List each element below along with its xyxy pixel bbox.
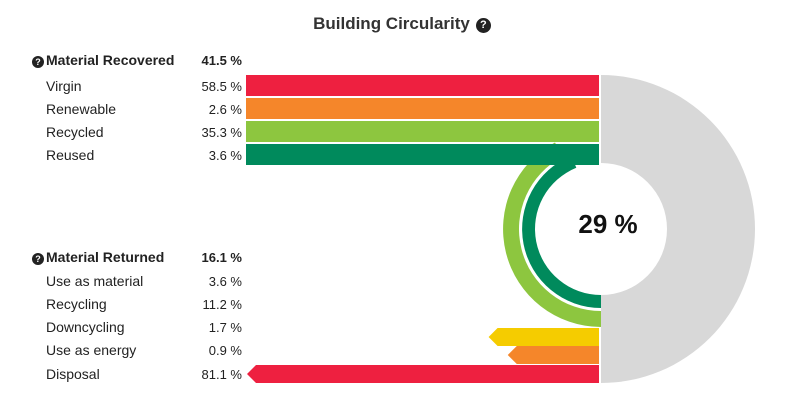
section-header-returned: ? Material Returned xyxy=(32,249,164,265)
bar-virgin xyxy=(246,75,599,96)
bar-renewable xyxy=(246,98,599,119)
chart-title-text: Building Circularity xyxy=(313,14,470,33)
row-value: 35.3 % xyxy=(201,125,242,140)
row-value: 0.9 % xyxy=(208,343,242,358)
bar-downcycling xyxy=(488,328,599,346)
section-title-recovered: Material Recovered xyxy=(46,52,175,68)
circularity-value: 29 % xyxy=(578,209,638,239)
bar-use-as-energy xyxy=(507,346,599,364)
row-value: 1.7 % xyxy=(208,320,242,335)
bar-recycled xyxy=(246,121,599,142)
recycled-arc xyxy=(503,142,601,327)
row-value: 81.1 % xyxy=(201,367,242,382)
row-label: Use as energy xyxy=(46,342,137,358)
section-total-recovered: 41.5 % xyxy=(201,53,242,68)
row-label: Downcycling xyxy=(46,319,125,335)
row-label: Disposal xyxy=(46,366,100,382)
row-value: 11.2 % xyxy=(202,297,242,312)
help-circle-icon[interactable]: ? xyxy=(32,253,44,265)
row-value: 3.6 % xyxy=(208,274,242,289)
section-header-recovered: ? Material Recovered xyxy=(32,52,174,68)
bar-reused xyxy=(246,144,599,165)
outer-gray-ring xyxy=(601,75,755,383)
row-label: Recycling xyxy=(46,296,107,312)
row-label: Reused xyxy=(46,147,95,163)
help-circle-icon[interactable]: ? xyxy=(32,56,44,68)
row-value: 3.6 % xyxy=(208,148,242,163)
chart-title: Building Circularity? xyxy=(0,14,804,34)
row-value: 2.6 % xyxy=(208,102,242,117)
row-label: Virgin xyxy=(46,78,82,94)
reused-arc xyxy=(522,155,601,308)
row-label: Use as material xyxy=(46,273,144,289)
bar-disposal xyxy=(247,365,599,383)
help-circle-icon[interactable]: ? xyxy=(475,18,491,33)
row-label: Recycled xyxy=(46,124,104,140)
section-title-returned: Material Returned xyxy=(46,249,165,265)
row-label: Renewable xyxy=(46,101,117,117)
row-value: 58.5 % xyxy=(201,79,242,94)
section-total-returned: 16.1 % xyxy=(201,250,242,265)
